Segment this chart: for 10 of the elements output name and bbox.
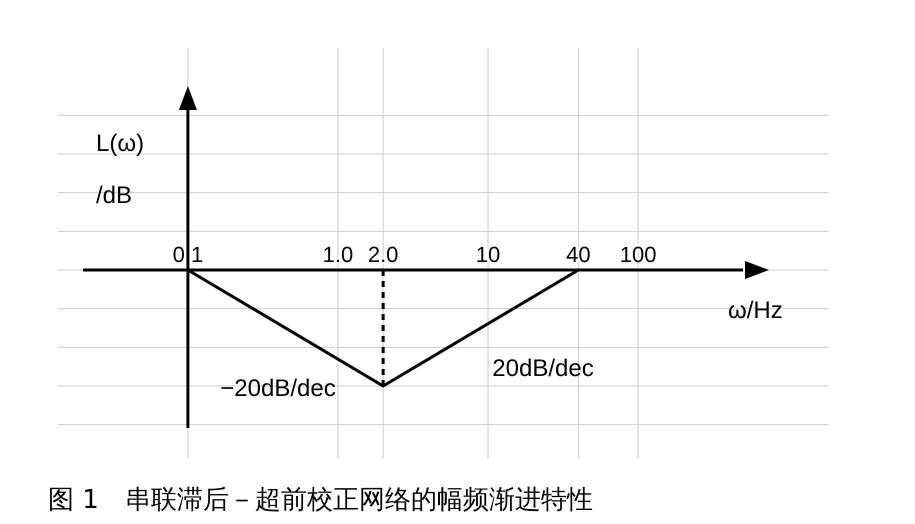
y-axis-title: L(ω) /dB (96, 130, 144, 209)
annotation: −20dB/dec (220, 375, 336, 402)
x-tick-label: 2.0 (368, 242, 398, 267)
annotation: 20dB/dec (492, 355, 594, 382)
x-tick-label: 100 (620, 242, 656, 267)
x-tick-label: 1.0 (322, 242, 354, 267)
x-tick-label: 40 (566, 242, 591, 267)
x-axis-title: ω/Hz (728, 297, 783, 324)
text: 图 1 串联滞后－超前校正网络的幅频渐进特性 (48, 485, 593, 515)
x-tick-label: 10 (476, 242, 500, 267)
